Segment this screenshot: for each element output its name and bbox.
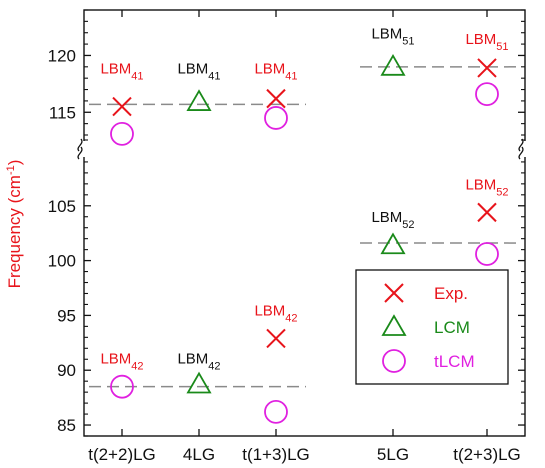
- point-circle: [475, 82, 499, 106]
- x-tick-label: t(1+3)LG: [242, 445, 310, 464]
- annotation-label: LBM42: [100, 351, 143, 373]
- y-tick-label: 90: [57, 361, 76, 380]
- annotation-base: LBM: [177, 351, 208, 368]
- annotation-label: LBM51: [371, 25, 414, 47]
- point-circle: [110, 121, 134, 146]
- annotation-base: LBM: [177, 61, 208, 78]
- point-x-stroke: [266, 88, 286, 109]
- legend-box: [355, 269, 509, 385]
- axis-break-mark: [518, 146, 524, 160]
- annotation-sub: 52: [496, 186, 508, 198]
- x-tick-label: 4LG: [183, 445, 215, 464]
- annotation-label: LBM52: [465, 176, 508, 198]
- point-triangle: [380, 54, 406, 76]
- annotation-sub: 41: [285, 71, 297, 83]
- point-circle: [264, 399, 288, 424]
- point-circle: [475, 242, 499, 266]
- annotation-label: LBM52: [371, 209, 414, 231]
- annotation-label: LBM41: [100, 61, 143, 83]
- y-axis-label-main: Frequency (cm: [5, 175, 24, 288]
- annotation-sub: 51: [402, 35, 414, 47]
- point-triangle: [186, 89, 212, 111]
- axes: 85 90 95 100 105 115 120 t(2+2)LG 4LG t(1+3)LG 5LG…: [48, 9, 533, 464]
- point-circle: [110, 374, 134, 399]
- annotation-base: LBM: [100, 61, 131, 78]
- point-x: [266, 328, 286, 349]
- point-circle: [264, 106, 288, 130]
- data-marks: [110, 54, 499, 424]
- legend-marker-triangle: [381, 314, 407, 336]
- axis-break-mark: [77, 146, 83, 160]
- legend-entry-label: LCM: [434, 318, 470, 337]
- annotation-sub: 52: [402, 219, 414, 231]
- y-tick-label: 85: [57, 416, 76, 435]
- annotation-sub: 51: [496, 41, 508, 53]
- annotation-base: LBM: [254, 61, 285, 78]
- legend-marker-x-stroke: [384, 283, 404, 303]
- x-tick-label: t(2+3)LG: [453, 445, 521, 464]
- annotation-label: LBM41: [254, 61, 297, 83]
- annotation-sub: 41: [131, 71, 143, 83]
- annotation-sub: 41: [208, 71, 220, 83]
- annotation-sub: 42: [208, 361, 220, 373]
- point-x: [477, 202, 497, 223]
- annotation-label: LBM42: [177, 351, 220, 373]
- point-x: [477, 58, 497, 78]
- point-x: [266, 88, 286, 109]
- annotation-base: LBM: [465, 31, 496, 48]
- annotation-base: LBM: [371, 25, 402, 42]
- point-x-stroke: [266, 328, 286, 349]
- legend-marker-circle: [382, 349, 406, 373]
- y-tick-label: 100: [48, 252, 76, 271]
- point-triangle: [186, 371, 212, 394]
- annotation-base: LBM: [100, 351, 131, 368]
- point-x: [112, 96, 132, 117]
- annotation-base: LBM: [254, 302, 285, 319]
- annotation-base: LBM: [465, 176, 496, 193]
- y-tick-label: 120: [48, 46, 76, 65]
- annotation-label: LBM41: [177, 61, 220, 83]
- y-tick-label: 105: [48, 197, 76, 216]
- point-x-stroke: [477, 58, 497, 78]
- y-axis-label-sup: -1: [5, 165, 17, 175]
- x-tick-label: 5LG: [377, 445, 409, 464]
- y-axis-label-close: ): [5, 160, 24, 166]
- x-tick-label: t(2+2)LG: [88, 445, 156, 464]
- legend: Exp. LCM tLCM: [355, 269, 509, 385]
- annotation-label: LBM51: [465, 31, 508, 53]
- axis-break-mark: [77, 138, 83, 152]
- annotation-sub: 42: [131, 361, 143, 373]
- point-x-stroke: [477, 202, 497, 223]
- point-triangle: [380, 232, 406, 255]
- annotation-label: LBM42: [254, 302, 297, 324]
- y-tick-label: 115: [49, 103, 76, 122]
- annotation-sub: 42: [285, 312, 297, 324]
- legend-entry-label: Exp.: [434, 284, 468, 303]
- legend-marker-x: [384, 283, 404, 303]
- point-x-stroke: [112, 96, 132, 117]
- legend-entry-label: tLCM: [434, 352, 475, 371]
- plot-frame: [83, 9, 526, 437]
- annotation-base: LBM: [371, 209, 402, 226]
- y-tick-label: 95: [57, 306, 76, 325]
- y-axis-label: Frequency (cm-1): [5, 160, 24, 289]
